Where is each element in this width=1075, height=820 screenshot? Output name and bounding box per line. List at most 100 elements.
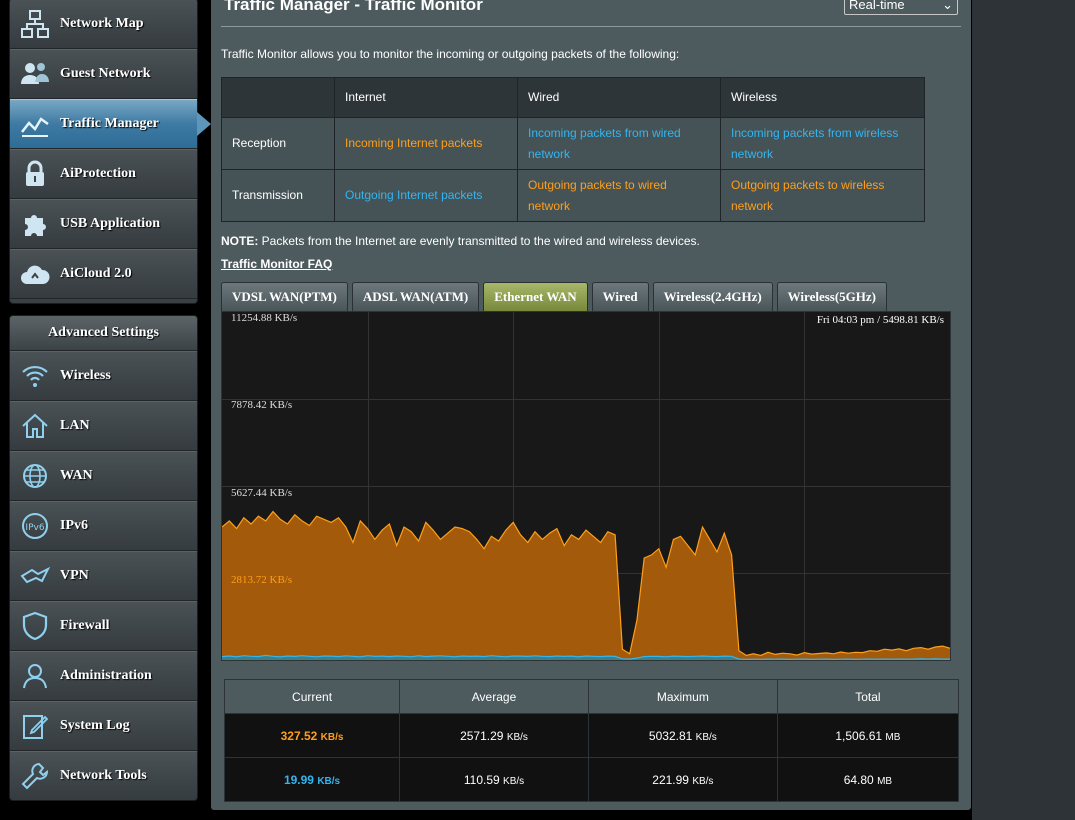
- stats-header: Maximum: [587, 679, 778, 714]
- menu-label: Network Tools: [60, 768, 147, 783]
- menu-label: WAN: [60, 468, 93, 483]
- table-cell: Incoming Internet packets: [334, 117, 518, 170]
- menu-label: Administration: [60, 668, 152, 683]
- traffic-manager-icon: [10, 99, 60, 149]
- menu-label: System Log: [60, 718, 130, 733]
- intro-text: Traffic Monitor allows you to monitor th…: [221, 47, 680, 61]
- stats-header-row: Current Average Maximum Total: [223, 679, 960, 714]
- menu-item-administration[interactable]: Administration: [10, 651, 197, 701]
- average-value: 2571.29: [460, 728, 504, 743]
- tab-ethernet-wan[interactable]: Ethernet WAN: [483, 282, 588, 311]
- time-readout: Fri 04:03 pm / 5498.81 KB/s: [816, 314, 944, 326]
- menu-item-wan[interactable]: WAN: [10, 451, 197, 501]
- stats-cell: 2571.29 KB/s: [399, 713, 589, 758]
- vpn-icon: [10, 551, 60, 601]
- note-label: NOTE:: [221, 234, 259, 248]
- home-icon: [10, 401, 60, 451]
- unit: KB/s: [320, 731, 344, 743]
- table-cell: Incoming packets from wireless network: [720, 117, 925, 170]
- guest-network-icon: [10, 49, 60, 99]
- svg-text:IPv6: IPv6: [25, 523, 44, 533]
- stats-row-incoming: 327.52 KB/s 2571.29 KB/s 5032.81 KB/s 1,…: [223, 713, 960, 758]
- network-map-icon: [10, 0, 60, 49]
- log-icon: [10, 701, 60, 751]
- stats-row-outgoing: 19.99 KB/s 110.59 KB/s 221.99 KB/s 64.80…: [223, 757, 960, 802]
- menu-item-usb-application[interactable]: USB Application: [10, 199, 197, 249]
- menu-item-aiprotection[interactable]: AiProtection: [10, 149, 197, 199]
- tab-wired[interactable]: Wired: [591, 282, 649, 311]
- faq-link[interactable]: Traffic Monitor FAQ: [221, 257, 333, 271]
- menu-label: VPN: [60, 568, 89, 583]
- globe-icon: [10, 451, 60, 501]
- y-axis-label: 5627.44 KB/s: [231, 487, 293, 499]
- table-cell: Outgoing packets to wired network: [517, 169, 721, 222]
- shield-icon: [10, 601, 60, 651]
- outgoing-series-line: [222, 654, 950, 660]
- menu-label: AiProtection: [60, 166, 136, 181]
- tab-wireless-24ghz[interactable]: Wireless(2.4GHz): [652, 282, 773, 311]
- menu-label: IPv6: [60, 518, 88, 533]
- menu-item-vpn[interactable]: VPN: [10, 551, 197, 601]
- ipv6-icon: IPv6: [10, 501, 60, 551]
- main-panel: Traffic Manager - Traffic Monitor Real-t…: [211, 0, 971, 810]
- wifi-icon: [10, 351, 60, 401]
- header-cell-wired: Wired: [517, 77, 721, 118]
- header-cell-empty: [221, 77, 335, 118]
- menu-label: Network Map: [60, 16, 144, 31]
- menu-item-guest-network[interactable]: Guest Network: [10, 49, 197, 99]
- note-body: Packets from the Internet are evenly tra…: [258, 234, 700, 248]
- menu-label: Wireless: [60, 368, 111, 383]
- lock-icon: [10, 149, 60, 199]
- menu-item-traffic-manager[interactable]: Traffic Manager: [10, 99, 197, 149]
- active-indicator-arrow: [197, 112, 211, 136]
- menu-label: USB Application: [60, 216, 160, 231]
- menu-item-firewall[interactable]: Firewall: [10, 601, 197, 651]
- table-row-transmission: Transmission Outgoing Internet packets O…: [221, 169, 925, 222]
- menu-item-system-log[interactable]: System Log: [10, 701, 197, 751]
- y-axis-label: 2813.72 KB/s: [231, 574, 293, 586]
- unit: MB: [877, 775, 893, 787]
- total-value: 64.80: [843, 772, 874, 787]
- stats-cell: 5032.81 KB/s: [587, 713, 778, 758]
- stats-cell: 64.80 MB: [776, 757, 960, 802]
- menu-item-lan[interactable]: LAN: [10, 401, 197, 451]
- menu-label: Firewall: [60, 618, 110, 633]
- menu-label: AiCloud 2.0: [60, 266, 132, 281]
- average-value: 110.59: [463, 772, 500, 787]
- menu-item-network-tools[interactable]: Network Tools: [10, 751, 197, 800]
- menu-item-ipv6[interactable]: IPv6 IPv6: [10, 501, 197, 551]
- menu-item-aicloud[interactable]: AiCloud 2.0: [10, 249, 197, 299]
- y-axis-label: 11254.88 KB/s: [231, 312, 298, 324]
- tab-wireless-5ghz[interactable]: Wireless(5GHz): [776, 282, 888, 311]
- menu-label: LAN: [60, 418, 90, 433]
- stats-cell: 327.52 KB/s: [223, 713, 401, 758]
- advanced-settings-header: Advanced Settings: [10, 316, 197, 351]
- menu-item-wireless[interactable]: Wireless: [10, 351, 197, 401]
- interface-tabs: VDSL WAN(PTM) ADSL WAN(ATM) Ethernet WAN…: [221, 282, 888, 311]
- menu-item-network-map[interactable]: Network Map: [10, 0, 197, 49]
- table-cell: Outgoing Internet packets: [334, 169, 518, 222]
- tab-vdsl-wan[interactable]: VDSL WAN(PTM): [221, 282, 348, 311]
- maximum-value: 221.99: [652, 772, 689, 787]
- table-cell: Outgoing packets to wireless network: [720, 169, 925, 222]
- main-menu: Network Map Guest Network Traffic Manage…: [9, 0, 198, 304]
- incoming-series-line: [222, 510, 950, 657]
- traffic-graph-svg: [222, 312, 950, 660]
- current-value: 19.99: [283, 772, 314, 787]
- chevron-down-icon: ⌄: [942, 0, 953, 12]
- stats-header: Current: [223, 679, 401, 714]
- stats-cell: 19.99 KB/s: [223, 757, 401, 802]
- traffic-info-table: Internet Wired Wireless Reception Incomi…: [221, 77, 925, 222]
- stats-header: Average: [399, 679, 589, 714]
- header-cell-wireless: Wireless: [720, 77, 925, 118]
- unit: KB/s: [506, 731, 528, 743]
- unit: KB/s: [317, 775, 341, 787]
- wrench-icon: [10, 751, 60, 800]
- mode-select[interactable]: Real-time ⌄: [844, 0, 958, 15]
- incoming-series-area: [222, 511, 950, 660]
- user-icon: [10, 651, 60, 701]
- advanced-settings-menu: Advanced Settings Wireless LAN WAN IPv6 …: [9, 315, 198, 801]
- tab-adsl-wan[interactable]: ADSL WAN(ATM): [351, 282, 480, 311]
- traffic-graph: 11254.88 KB/s 7878.42 KB/s 5627.44 KB/s …: [221, 311, 951, 661]
- menu-label: Guest Network: [60, 66, 151, 81]
